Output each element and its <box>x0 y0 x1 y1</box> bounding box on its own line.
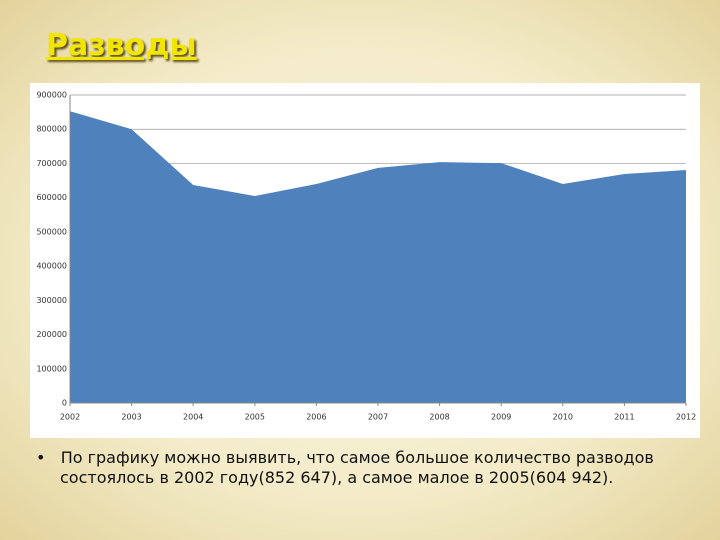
area <box>70 111 686 403</box>
chart: 0 100000 200000 300000 400000 500000 600000 700… <box>36 91 696 422</box>
y-tick-label: 400000 <box>36 262 67 271</box>
x-tick-label: 2007 <box>368 413 388 422</box>
x-tick-label: 2004 <box>183 413 203 422</box>
x-tick-label: 2010 <box>553 413 573 422</box>
x-tick-label: 2006 <box>306 413 326 422</box>
y-tick-label: 700000 <box>36 159 67 168</box>
x-tick-label: 2002 <box>60 413 80 422</box>
y-tick-label: 200000 <box>36 330 67 339</box>
x-tick-label: 2012 <box>676 413 696 422</box>
chart-box: 0 100000 200000 300000 400000 500000 600000 700… <box>30 83 700 438</box>
x-tick-label: 2005 <box>245 413 265 422</box>
x-tick-label: 2009 <box>491 413 511 422</box>
y-tick-label: 100000 <box>36 364 67 373</box>
bullet-text: • По графику можно выявить, что самое бо… <box>36 448 680 488</box>
y-tick-label: 0 <box>62 399 67 408</box>
x-tick-label: 2011 <box>614 413 634 422</box>
bullet-mark: • <box>36 448 61 467</box>
y-tick-label: 300000 <box>36 296 67 305</box>
bullet-body: По графику можно выявить, что самое боль… <box>60 448 654 487</box>
y-tick-label: 800000 <box>36 125 67 134</box>
x-tick-label: 2003 <box>121 413 141 422</box>
x-tick-label: 2008 <box>429 413 449 422</box>
slide-title: Разводы <box>46 28 197 63</box>
y-tick-label: 900000 <box>36 91 67 100</box>
y-tick-label: 500000 <box>36 227 67 236</box>
y-tick-label: 600000 <box>36 193 67 202</box>
